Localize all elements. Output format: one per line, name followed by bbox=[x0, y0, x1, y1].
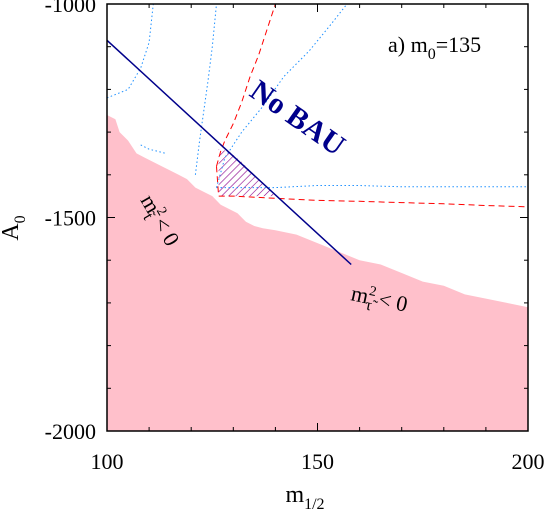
dotted-contour-left-mid bbox=[140, 144, 167, 154]
y-axis-title-main: A bbox=[0, 223, 24, 241]
no-bau-label: No BAU bbox=[244, 74, 351, 163]
dotted-contour-right bbox=[216, 185, 528, 189]
y-tick-label: -2000 bbox=[45, 419, 96, 444]
x-tick-label: 150 bbox=[301, 449, 334, 474]
y-axis-title-sub: 0 bbox=[12, 215, 29, 223]
panel-label: a) m0=135 bbox=[388, 32, 481, 63]
panel-label-sub: 0 bbox=[428, 46, 436, 63]
x-tick-label: 100 bbox=[91, 449, 124, 474]
dotted-contour-right-top bbox=[216, 4, 348, 188]
y-tick-label: -1000 bbox=[45, 0, 96, 17]
dotted-contour-mid bbox=[194, 4, 217, 175]
allowed-hatched-region bbox=[218, 149, 276, 197]
panel-label-tail: =135 bbox=[436, 32, 481, 57]
stau-annotation-sup: 2 bbox=[368, 284, 378, 300]
stau-annotation-main: m bbox=[349, 280, 371, 308]
x-axis-title-main: m bbox=[285, 482, 304, 508]
stau-boundary-line bbox=[107, 39, 352, 266]
tick-labels-layer: 100 150 200 -2000 -1500 -1000 bbox=[45, 0, 545, 474]
stop-excluded-region bbox=[107, 115, 528, 431]
ticks-layer bbox=[106, 3, 529, 432]
x-axis-title: m1/2 bbox=[285, 482, 324, 512]
dotted-contour-top-left bbox=[107, 4, 154, 99]
lines-layer bbox=[107, 4, 528, 266]
x-axis-title-sub: 1/2 bbox=[304, 496, 324, 512]
x-tick-label: 200 bbox=[512, 449, 545, 474]
regions-layer bbox=[107, 115, 528, 431]
y-axis-title: A0 bbox=[0, 215, 29, 240]
panel-label-main: a) m bbox=[388, 32, 428, 57]
y-tick-label: -1500 bbox=[45, 206, 96, 231]
